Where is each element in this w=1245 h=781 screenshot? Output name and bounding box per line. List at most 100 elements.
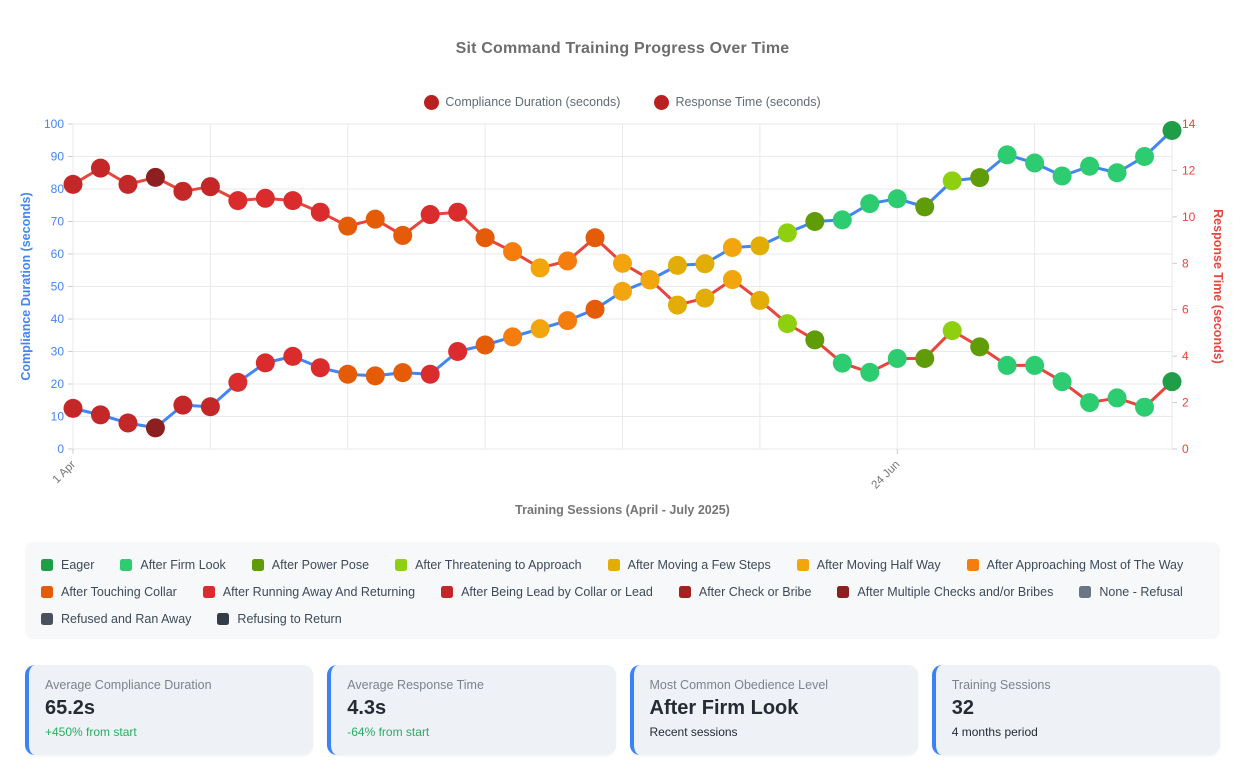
response-data-point[interactable] (283, 191, 303, 211)
response-data-point[interactable] (90, 158, 110, 178)
compliance-data-point[interactable] (970, 168, 990, 188)
obedience-legend-item[interactable]: After Touching Collar (41, 585, 177, 599)
response-data-point[interactable] (530, 258, 550, 278)
compliance-data-point[interactable] (558, 311, 578, 331)
compliance-data-point[interactable] (750, 236, 770, 256)
obedience-legend-item[interactable]: After Moving Half Way (796, 558, 941, 572)
response-data-point[interactable] (420, 205, 440, 225)
compliance-data-point[interactable] (860, 194, 880, 214)
response-data-point[interactable] (173, 181, 193, 201)
obedience-legend-item[interactable]: Eager (41, 558, 94, 572)
obedience-legend-item[interactable]: After Threatening to Approach (395, 558, 582, 572)
response-data-point[interactable] (640, 270, 660, 290)
compliance-data-point[interactable] (530, 319, 550, 339)
compliance-data-point[interactable] (1107, 163, 1127, 183)
response-data-point[interactable] (997, 355, 1017, 375)
compliance-data-point[interactable] (63, 398, 83, 418)
response-data-point[interactable] (667, 295, 687, 315)
obedience-legend-item[interactable]: After Multiple Checks and/or Bribes (837, 585, 1053, 599)
obedience-legend-item[interactable]: After Power Pose (251, 558, 369, 572)
compliance-data-point[interactable] (805, 212, 825, 231)
response-data-point[interactable] (475, 228, 495, 248)
obedience-legend-item[interactable]: Refusing to Return (217, 612, 342, 626)
obedience-legend-item[interactable]: After Moving a Few Steps (607, 558, 771, 572)
response-data-point[interactable] (805, 330, 825, 350)
compliance-data-point[interactable] (667, 255, 687, 275)
compliance-data-point[interactable] (393, 363, 413, 383)
compliance-data-point[interactable] (420, 364, 440, 384)
compliance-data-point[interactable] (1025, 153, 1045, 173)
response-data-point[interactable] (750, 290, 770, 310)
response-data-point[interactable] (613, 253, 632, 273)
compliance-data-point[interactable] (228, 372, 248, 392)
response-data-point[interactable] (915, 348, 935, 368)
compliance-data-point[interactable] (255, 353, 275, 373)
legend-item-response[interactable]: Response Time (seconds) (654, 94, 821, 110)
compliance-data-point[interactable] (365, 366, 385, 386)
response-data-point[interactable] (832, 353, 852, 373)
compliance-data-point[interactable] (1080, 156, 1100, 176)
compliance-data-point[interactable] (475, 335, 495, 355)
compliance-data-point[interactable] (145, 418, 165, 438)
response-data-point[interactable] (145, 167, 165, 187)
compliance-data-point[interactable] (503, 327, 523, 347)
response-data-point[interactable] (255, 188, 275, 208)
response-data-point[interactable] (503, 242, 523, 262)
obedience-legend-item[interactable]: After Being Lead by Collar or Lead (441, 585, 653, 599)
response-data-point[interactable] (448, 202, 468, 222)
obedience-legend-item[interactable]: After Check or Bribe (678, 585, 811, 599)
response-data-point[interactable] (942, 321, 962, 341)
response-data-point[interactable] (365, 209, 385, 229)
response-data-point[interactable] (310, 202, 330, 222)
response-data-point[interactable] (200, 177, 220, 197)
compliance-data-point[interactable] (777, 223, 797, 243)
compliance-data-point[interactable] (997, 145, 1017, 165)
response-data-point[interactable] (393, 225, 413, 245)
response-data-point[interactable] (1025, 355, 1045, 375)
compliance-data-point[interactable] (695, 254, 715, 274)
response-data-point[interactable] (1107, 388, 1127, 408)
response-data-point[interactable] (558, 251, 578, 271)
response-data-point[interactable] (63, 174, 83, 194)
compliance-data-point[interactable] (448, 342, 468, 361)
response-data-point[interactable] (887, 348, 907, 368)
compliance-data-point[interactable] (173, 395, 193, 415)
compliance-data-point[interactable] (310, 358, 330, 378)
response-data-point[interactable] (722, 270, 742, 290)
compliance-data-point[interactable] (832, 210, 852, 230)
compliance-data-point[interactable] (915, 197, 935, 217)
response-data-point[interactable] (860, 362, 880, 382)
response-data-point[interactable] (1162, 372, 1182, 392)
legend-item-compliance[interactable]: Compliance Duration (seconds) (424, 94, 620, 110)
obedience-legend-item[interactable]: After Firm Look (120, 558, 226, 572)
response-data-point[interactable] (228, 191, 248, 211)
stat-card-sessions: Training Sessions 32 4 months period (931, 665, 1220, 755)
compliance-data-point[interactable] (1135, 147, 1155, 166)
response-data-point[interactable] (1080, 393, 1100, 413)
response-data-point[interactable] (695, 288, 715, 308)
obedience-legend-item[interactable]: Refused and Ran Away (41, 612, 191, 626)
legend-swatch-icon (395, 558, 408, 571)
response-data-point[interactable] (970, 337, 990, 357)
response-data-point[interactable] (585, 228, 605, 248)
obedience-legend-item[interactable]: None - Refusal (1079, 585, 1183, 599)
compliance-data-point[interactable] (338, 364, 358, 384)
compliance-data-point[interactable] (283, 346, 303, 366)
response-data-point[interactable] (777, 314, 797, 334)
response-data-point[interactable] (338, 216, 358, 236)
compliance-data-point[interactable] (90, 405, 110, 425)
obedience-legend-item[interactable]: After Approaching Most of The Way (966, 558, 1183, 572)
response-data-point[interactable] (118, 174, 138, 194)
compliance-data-point[interactable] (887, 189, 907, 209)
compliance-data-point[interactable] (118, 413, 138, 433)
response-data-point[interactable] (1052, 372, 1072, 392)
compliance-data-point[interactable] (1052, 166, 1072, 186)
compliance-data-point[interactable] (200, 397, 220, 417)
compliance-data-point[interactable] (613, 281, 632, 301)
compliance-data-point[interactable] (1162, 121, 1182, 140)
response-data-point[interactable] (1135, 397, 1155, 417)
obedience-legend-item[interactable]: After Running Away And Returning (202, 585, 415, 599)
compliance-data-point[interactable] (722, 238, 742, 257)
compliance-data-point[interactable] (942, 171, 962, 191)
compliance-data-point[interactable] (585, 299, 605, 319)
